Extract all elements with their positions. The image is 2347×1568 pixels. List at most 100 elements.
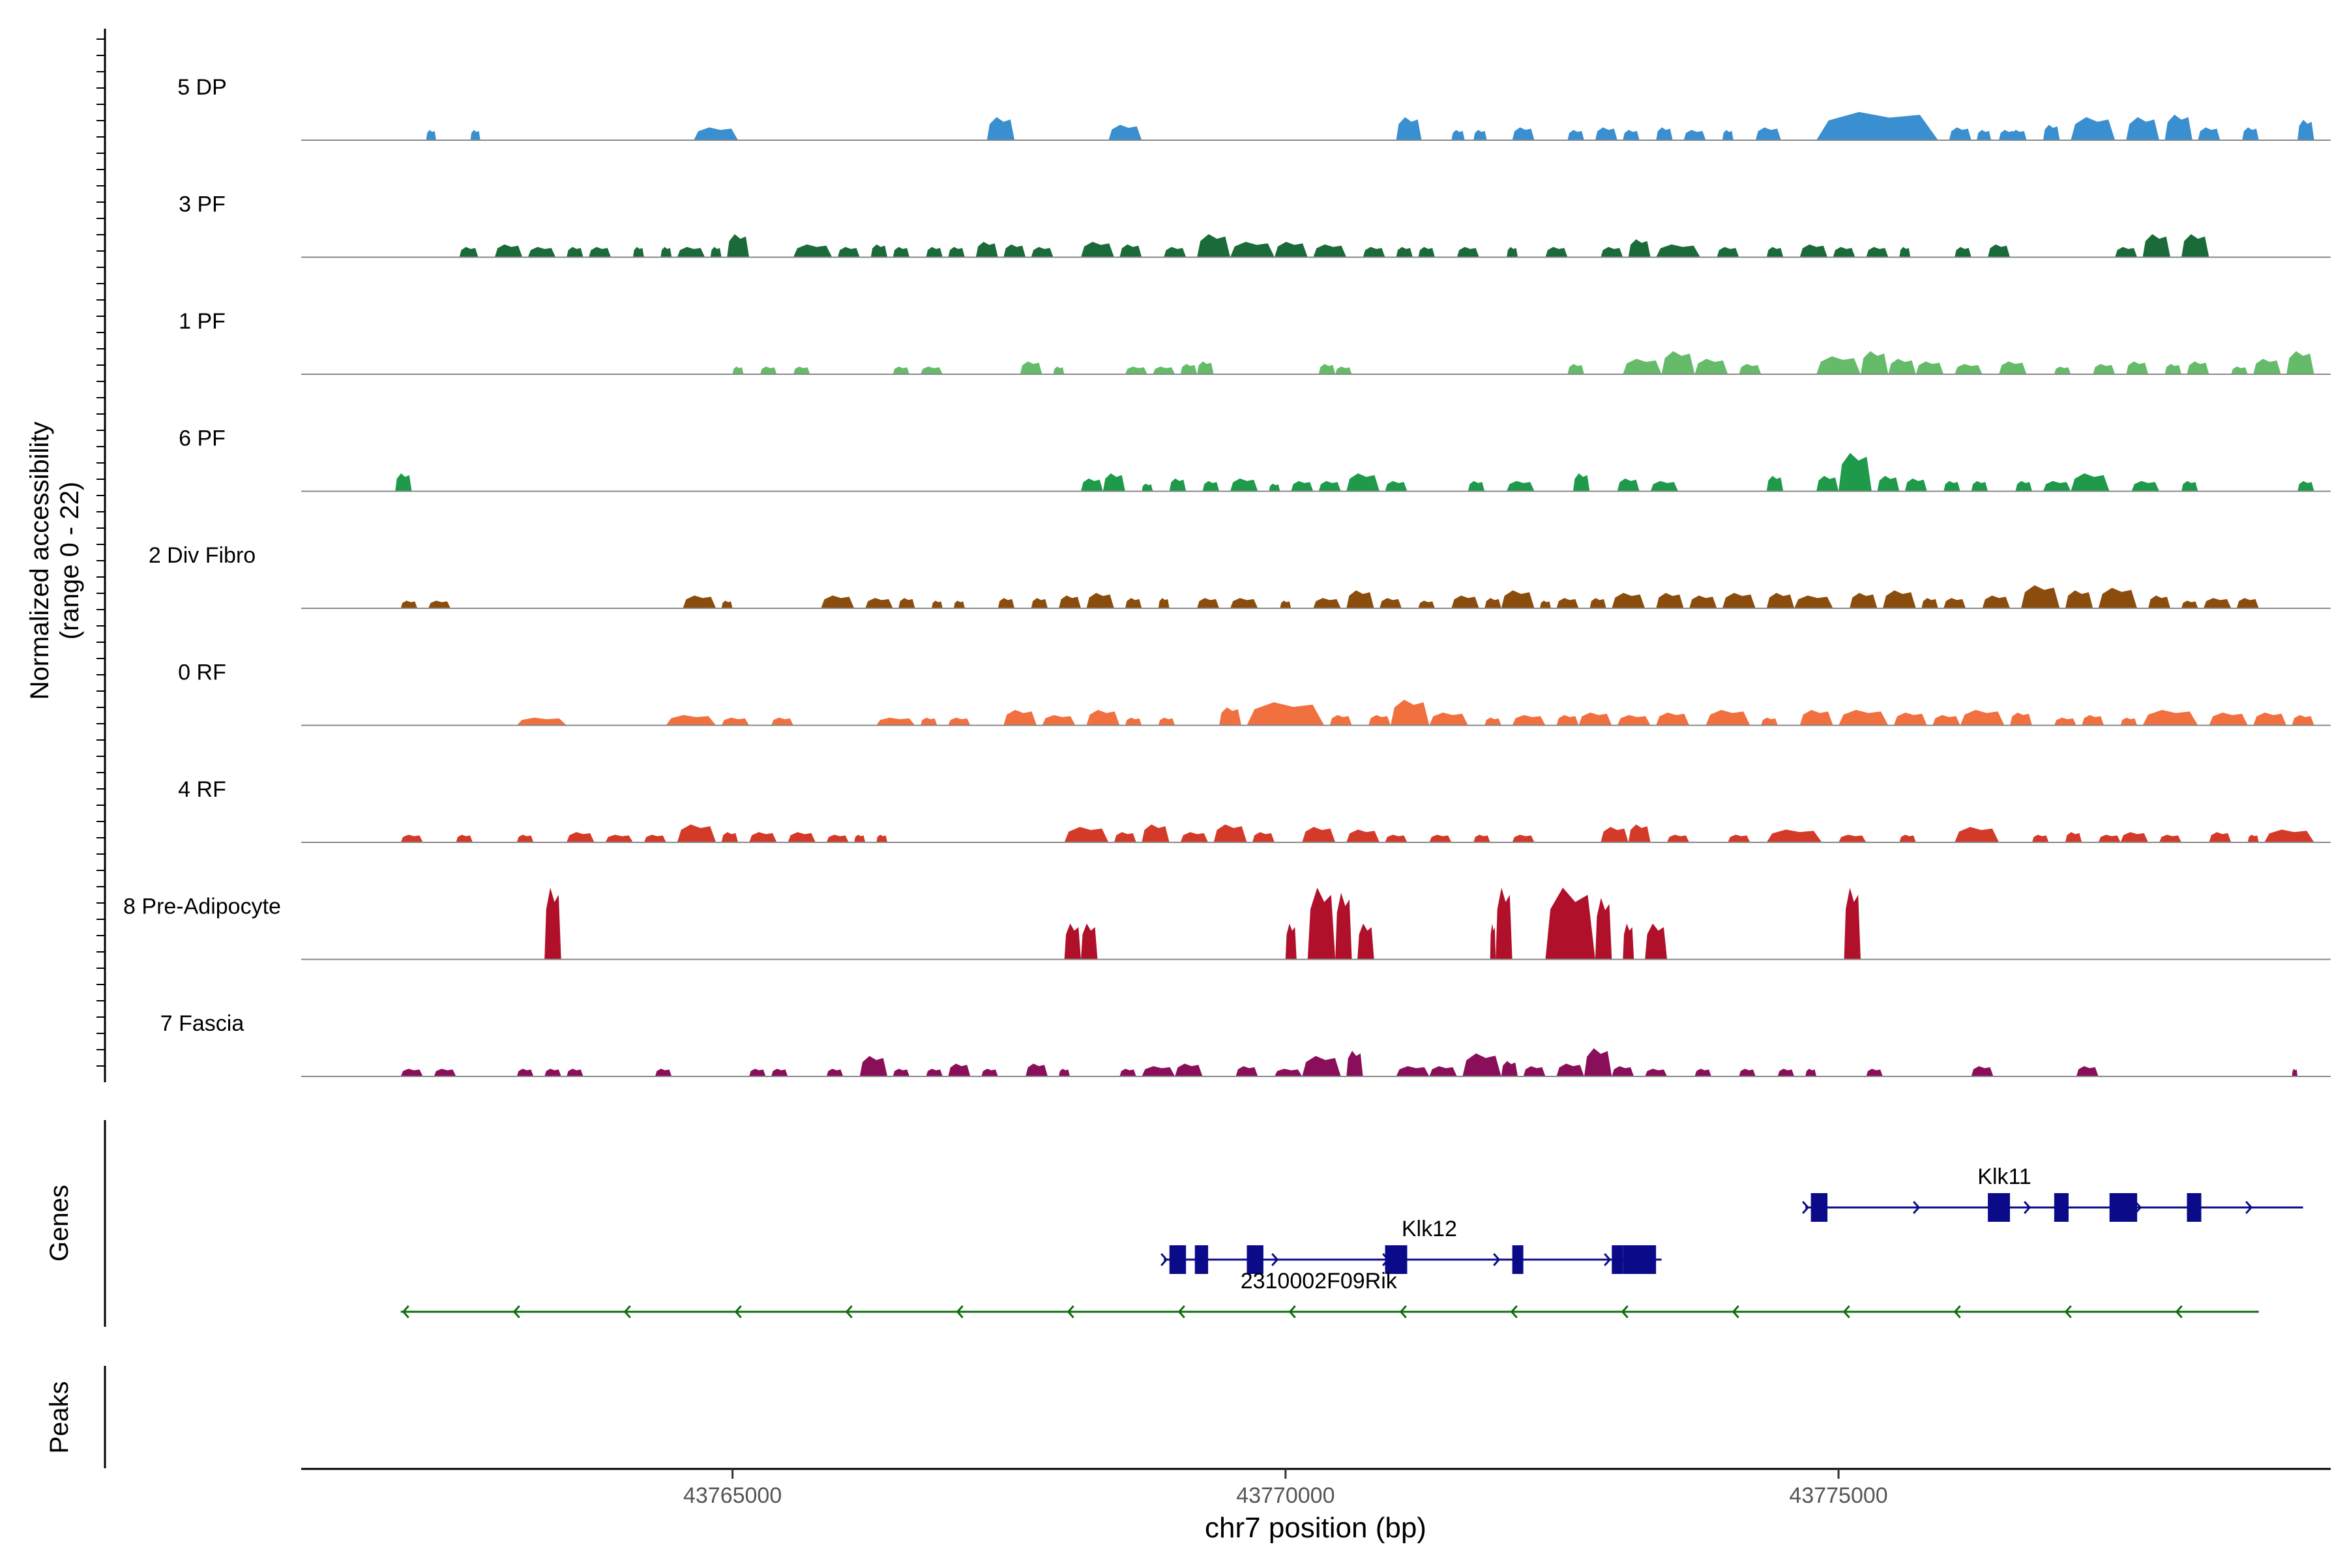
track-4-rf: 4 RF: [178, 777, 2331, 843]
coverage-peak: [1805, 1069, 1817, 1076]
coverage-peak: [1307, 887, 1336, 960]
coverage-peak: [948, 1063, 971, 1076]
coverage-peak: [975, 241, 998, 258]
coverage-peak: [1601, 246, 1623, 258]
strand-arrow: [1621, 1305, 1629, 1318]
coverage-peak: [1545, 246, 1568, 258]
coverage-peak: [2148, 595, 2170, 608]
coverage-peak: [1545, 887, 1595, 960]
strand-arrow: [1288, 1305, 1296, 1318]
coverage-peak: [1391, 700, 1430, 726]
coverage-peak: [1108, 125, 1142, 140]
coverage-peak: [1739, 1069, 1756, 1076]
exon: [2109, 1193, 2138, 1222]
coverage-peak: [2015, 481, 2032, 492]
coverage-peak: [1357, 923, 1374, 960]
coverage-peak: [1766, 475, 1784, 492]
coverage-peak: [710, 246, 722, 258]
strand-arrow: [1802, 1201, 1810, 1214]
coverage-peak: [1861, 351, 1889, 374]
coverage-peak: [2010, 130, 2027, 140]
coverage-peak: [2054, 717, 2076, 726]
coverage-peak: [921, 366, 943, 374]
coverage-peak: [1999, 361, 2027, 374]
coverage-peak: [1003, 244, 1026, 258]
gene-klk11: Klk11: [1802, 1164, 2303, 1222]
coverage-peak: [1755, 127, 1781, 140]
coverage-peak: [1335, 366, 1352, 374]
coverage-peak: [2054, 366, 2071, 374]
coverage-peak: [1473, 130, 1487, 140]
coverage-peak: [1385, 835, 1408, 842]
coverage-peak: [544, 1069, 561, 1076]
coverage-peak: [1540, 600, 1551, 608]
coverage-peak: [1142, 824, 1170, 842]
coverage-peak: [1368, 715, 1391, 726]
coverage-peak: [1396, 246, 1413, 258]
coverage-peak: [1456, 246, 1479, 258]
strand-arrow: [1604, 1253, 1612, 1266]
coverage-peak: [1158, 717, 1175, 726]
y-axis-label-line2: (range 0 - 22): [55, 482, 84, 640]
track-3-pf: 3 PF: [179, 192, 2331, 258]
coverage-peak: [1335, 893, 1352, 960]
coverage-peak: [1728, 835, 1750, 842]
track-1-pf: 1 PF: [179, 309, 2331, 375]
coverage-peak: [1512, 127, 1535, 140]
coverage-peak: [544, 887, 561, 960]
coverage-peak: [865, 598, 893, 608]
coverage-peak: [683, 595, 716, 608]
coverage-peak: [1816, 475, 1839, 492]
genes-panel-label: Genes: [45, 1185, 74, 1262]
coverage-peak: [1893, 712, 1927, 726]
coverage-peak: [2181, 234, 2209, 258]
coverage-peak: [2198, 127, 2221, 140]
coverage-peak: [788, 832, 816, 842]
strand-arrow: [1493, 1253, 1501, 1266]
coverage-peak: [1507, 481, 1535, 492]
coverage-peak: [926, 1069, 943, 1076]
coverage-peak: [1346, 1050, 1363, 1076]
coverage-peak: [1031, 246, 1054, 258]
coverage-peak: [1142, 1066, 1175, 1076]
coverage-peak: [1484, 717, 1501, 726]
coverage-peak: [1833, 246, 1855, 258]
coverage-peak: [660, 246, 672, 258]
coverage-peak: [1766, 593, 1795, 608]
coverage-peak: [1053, 366, 1065, 374]
coverage-peak: [1683, 130, 1706, 140]
coverage-peak: [677, 246, 705, 258]
coverage-peak: [2181, 600, 2198, 608]
coverage-peak: [898, 598, 915, 608]
coverage-peak: [1274, 241, 1308, 258]
coverage-peak: [826, 835, 849, 842]
coverage-peak: [1385, 481, 1408, 492]
coverage-peak: [567, 246, 583, 258]
coverage-peak: [1064, 827, 1109, 842]
coverage-peak: [2286, 351, 2314, 374]
coverage-peak: [948, 246, 965, 258]
coverage-peak: [1595, 127, 1617, 140]
coverage-peak: [921, 717, 937, 726]
coverage-peak: [1777, 1069, 1795, 1076]
track-label: 6 PF: [179, 426, 226, 451]
coverage-peak: [2071, 473, 2110, 492]
coverage-peak: [470, 130, 480, 140]
coverage-peak: [2120, 832, 2149, 842]
coverage-peak: [456, 835, 473, 842]
coverage-peak: [1955, 827, 2000, 842]
coverage-peak: [1119, 244, 1142, 258]
coverage-peak: [1799, 709, 1833, 726]
coverage-peak: [2297, 119, 2314, 140]
exon: [1612, 1245, 1623, 1274]
coverage-peak: [1705, 709, 1750, 726]
coverage-peak: [1612, 1066, 1634, 1076]
strand-arrow: [734, 1305, 742, 1318]
coverage-peak: [1556, 598, 1579, 608]
coverage-peak: [1556, 1063, 1584, 1076]
coverage-peak: [2292, 715, 2314, 726]
coverage-peak: [1302, 827, 1336, 842]
coverage-peak: [1501, 1061, 1518, 1076]
coverage-peak: [1418, 246, 1435, 258]
coverage-peak: [2071, 117, 2116, 140]
